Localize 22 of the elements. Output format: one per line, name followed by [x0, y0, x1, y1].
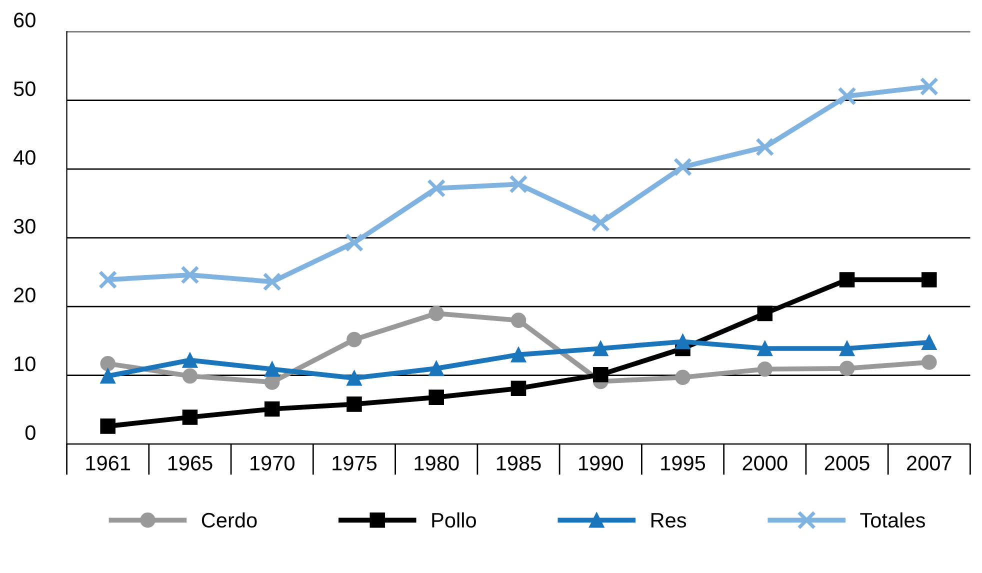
legend-label: Res [651, 513, 686, 528]
y-tick-label: 40 [14, 150, 36, 165]
x-tick-label: 1985 [496, 456, 541, 470]
x-tick-label: 1990 [579, 456, 623, 470]
x-tick-label: 1965 [168, 456, 212, 470]
x-tick-label: 1970 [250, 456, 294, 470]
x-tick-label: 2000 [742, 456, 788, 470]
y-tick-label: 0 [25, 425, 36, 440]
x-tick-label: 1995 [661, 456, 706, 470]
x-tick-label: 1975 [332, 456, 377, 470]
x-tick-label: 1961 [86, 456, 130, 470]
legend-label: Pollo [432, 512, 476, 528]
legend-label: Totales [860, 512, 925, 528]
legend-label: Cerdo [202, 512, 257, 528]
y-tick-label: 10 [14, 356, 36, 372]
y-tick-label: 20 [14, 288, 36, 302]
x-tick-label: 2005 [824, 456, 870, 470]
x-tick-label: 2007 [907, 456, 952, 470]
x-tick-label: 1980 [414, 456, 459, 470]
y-tick-label: 60 [14, 12, 36, 28]
y-tick-label: 50 [14, 81, 36, 96]
y-tick-label: 30 [14, 218, 36, 234]
